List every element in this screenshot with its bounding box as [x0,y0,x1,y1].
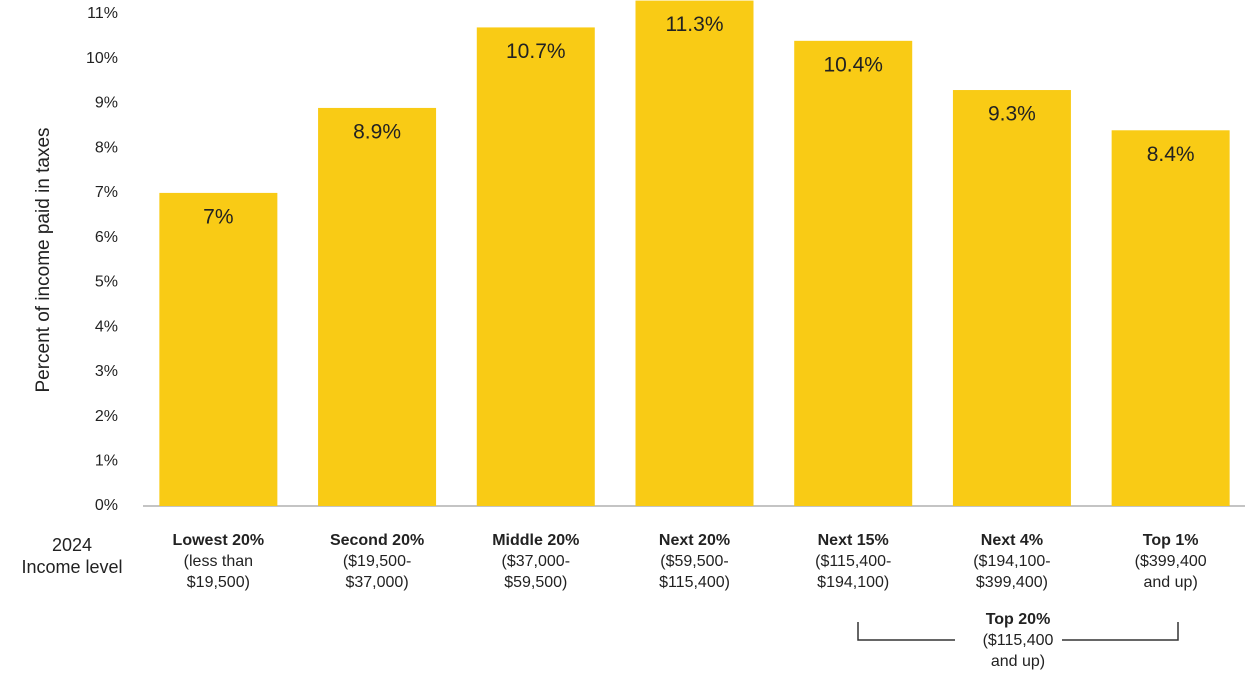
x-tick-detail: ($59,500- [660,553,729,570]
y-tick-label: 5% [95,274,118,291]
y-tick-label: 2% [95,408,118,425]
value-label: 11.3% [666,13,724,36]
x-tick-label: Middle 20% [492,532,579,549]
x-tick-detail: ($194,100- [973,553,1050,570]
x-tick-detail: ($115,400- [815,553,891,570]
y-tick-label: 3% [95,363,118,380]
x-tick-detail: $37,000) [345,574,408,591]
bar [635,0,754,507]
value-label: 8.4% [1147,143,1195,166]
y-tick-label: 9% [95,95,118,112]
x-tick-label: Lowest 20% [173,532,265,549]
x-tick-label: Next 20% [659,532,730,549]
y-tick-label: 1% [95,452,118,469]
annotation-title: Top 20% [986,611,1051,628]
annotation-text: and up) [991,653,1045,670]
y-tick-label: 8% [95,139,118,156]
value-label: 8.9% [353,120,401,143]
x-tick-label: Next 15% [818,532,889,549]
y-tick-label: 10% [86,50,118,67]
x-tick-detail: $115,400) [659,574,730,591]
y-tick-label: 6% [95,229,118,246]
value-label: 10.7% [506,40,566,63]
x-tick-detail: $194,100) [817,574,889,591]
x-tick-detail: (less than [184,553,253,570]
x-tick-detail: ($19,500- [343,553,412,570]
x-tick-detail: $19,500) [187,574,250,591]
x-tick-label: Second 20% [330,532,424,549]
value-label: 9.3% [988,103,1036,126]
x-tick-detail: $399,400) [976,574,1048,591]
y-axis-title: Percent of income paid in taxes [33,127,54,392]
x-axis-title: 2024 [52,535,92,555]
bracket [857,622,1179,641]
y-tick-label: 7% [95,184,118,201]
y-tick-label: 4% [95,318,118,335]
x-tick-detail: and up) [1144,574,1198,591]
x-axis-title: Income level [21,557,122,577]
value-label: 10.4% [823,53,883,76]
bar [794,40,913,506]
bar [318,107,437,506]
y-tick-label: 0% [95,497,118,514]
value-label: 7% [203,205,233,228]
annotation-text: ($115,400 [983,632,1054,649]
bar [476,27,595,506]
bar [952,90,1071,506]
bar [1111,130,1230,507]
y-tick-label: 11% [87,5,118,22]
x-tick-detail: $59,500) [504,574,567,591]
x-tick-label: Top 1% [1143,532,1199,549]
bar [159,192,278,506]
x-tick-detail: ($37,000- [502,553,571,570]
x-tick-label: Next 4% [981,532,1043,549]
x-tick-detail: ($399,400 [1135,553,1207,570]
